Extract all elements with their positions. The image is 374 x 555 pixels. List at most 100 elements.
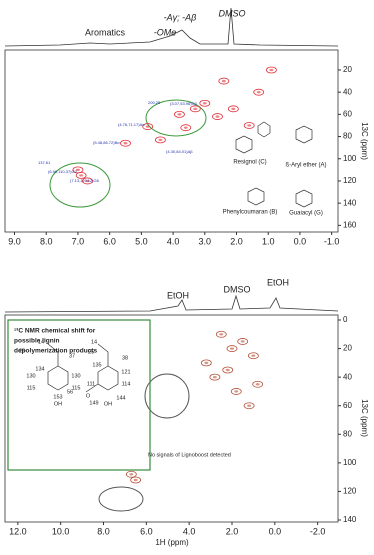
inset-label: 37 (69, 353, 75, 359)
contour-peak-core (240, 340, 245, 343)
y-tick-label: 20 (343, 65, 352, 74)
spectrum-label: DMSO (224, 284, 251, 294)
x-tick-label: 0.0 (269, 526, 282, 536)
annotation: (7.13,119.12)G6 (70, 178, 100, 183)
y-tick-label: 140 (343, 515, 357, 524)
contour-peak-core (251, 354, 256, 357)
x-tick-label: 8.0 (40, 236, 53, 246)
spectrum-label: DMSO (219, 8, 246, 18)
inset-label: OH (54, 401, 62, 407)
contour-peak-core (145, 125, 150, 128)
highlight-circle (49, 162, 111, 208)
structure-label: Guaiacyl (G) (289, 211, 323, 217)
plot-frame (4, 314, 339, 523)
contour-peak (189, 105, 201, 113)
x-tick-label: 2.0 (226, 526, 239, 536)
contour-peak (142, 123, 154, 130)
spectrum-label: EtOH (167, 290, 189, 300)
contour-peak (243, 402, 255, 410)
contour-peak (130, 476, 142, 484)
x-tick-label: 6.0 (103, 236, 116, 246)
inset-label: 144 (116, 395, 125, 401)
y-axis-label: 13C (ppm) (360, 399, 369, 437)
contour-peak (82, 177, 93, 185)
contour-peak (180, 124, 192, 132)
inset-label: O (86, 393, 91, 399)
annotation: 200.25 (148, 100, 161, 105)
contour-peak (72, 166, 84, 174)
projection-trace (4, 294, 339, 313)
inset-label: 135 (92, 362, 101, 368)
y-tick-label: 0 (343, 315, 348, 324)
contour-peak (252, 380, 264, 388)
contour-peak-core (123, 142, 128, 145)
contour-peak-core (247, 404, 252, 407)
contour-peak-core (204, 361, 209, 365)
inset-label: 115 (27, 385, 36, 391)
contour-peak (226, 345, 238, 352)
highlight-circle (144, 373, 190, 419)
contour-peak-core (85, 179, 90, 183)
y-tick-label: 140 (343, 198, 357, 207)
contour-peak-core (79, 174, 84, 177)
contour-peak (237, 338, 249, 345)
contour-peak (200, 359, 212, 367)
inset-label: 114 (122, 381, 131, 387)
contour-peak-core (225, 368, 230, 372)
x-tick-label: 4.0 (167, 236, 180, 246)
inset-label: 130 (71, 373, 80, 379)
highlight-circle (145, 99, 207, 137)
y-tick-label: 120 (343, 487, 357, 496)
contour-peak (120, 139, 131, 147)
inset-box (7, 319, 151, 471)
x-tick-label: 2.0 (230, 236, 243, 246)
x-axis-label: 1H (ppm) (155, 538, 189, 547)
y-tick-label: 20 (343, 344, 352, 353)
inset-label: 111 (87, 381, 95, 387)
inset-label: 38 (122, 355, 128, 361)
inset-title: depolymerization products (14, 348, 97, 355)
contour-peak (248, 352, 259, 360)
contour-peak (215, 330, 227, 338)
y-tick-label: 100 (343, 154, 357, 163)
y-tick-label: 120 (343, 176, 357, 185)
contour-peak-core (215, 115, 220, 118)
annotation: (5.48,86.72)Bα (93, 140, 120, 145)
annotation: (4.76,71.17)Aα (118, 122, 145, 127)
annotation: (4.30,84.01)Aβ (166, 149, 193, 154)
contour-peak (218, 77, 230, 85)
contour-peak-core (129, 473, 134, 476)
x-tick-label: 4.0 (183, 526, 196, 536)
y-tick-label: 80 (343, 429, 352, 438)
inset-label: 134 (35, 366, 44, 372)
contour-peak (174, 110, 185, 118)
x-tick-label: 1.0 (262, 236, 275, 246)
inset-label: 25 (19, 348, 25, 354)
x-tick-label: 6.0 (140, 526, 153, 536)
contour-peak (243, 122, 255, 129)
contour-peak (125, 470, 137, 478)
highlight-circle (98, 486, 144, 512)
x-tick-label: 10.0 (52, 526, 70, 536)
x-tick-label: 8.0 (97, 526, 110, 536)
y-tick-label: 160 (343, 220, 357, 229)
inset-label: 56 (67, 389, 73, 395)
contour-peak-core (229, 347, 234, 350)
structure-label: Phenylcoumaran (B) (223, 210, 278, 216)
spectrum-label: -Aγ; -Aβ (164, 12, 197, 22)
inset-label: 149 (89, 400, 98, 406)
annotation: (6.90,110.37)G2 (48, 169, 78, 174)
contour-peak-core (247, 124, 252, 127)
contour-peak-core (193, 107, 198, 111)
y-axis-label: 13C (ppm) (360, 122, 369, 160)
inset-label: 14 (38, 339, 44, 345)
plot-frame (4, 49, 339, 233)
contour-peak-core (158, 138, 163, 142)
contour-peak (222, 366, 234, 374)
inset-label: 115 (72, 385, 81, 391)
contour-peak (209, 373, 221, 381)
contour-peak-core (212, 375, 217, 379)
contour-peak-core (133, 478, 138, 482)
contour-peak-core (177, 113, 182, 116)
